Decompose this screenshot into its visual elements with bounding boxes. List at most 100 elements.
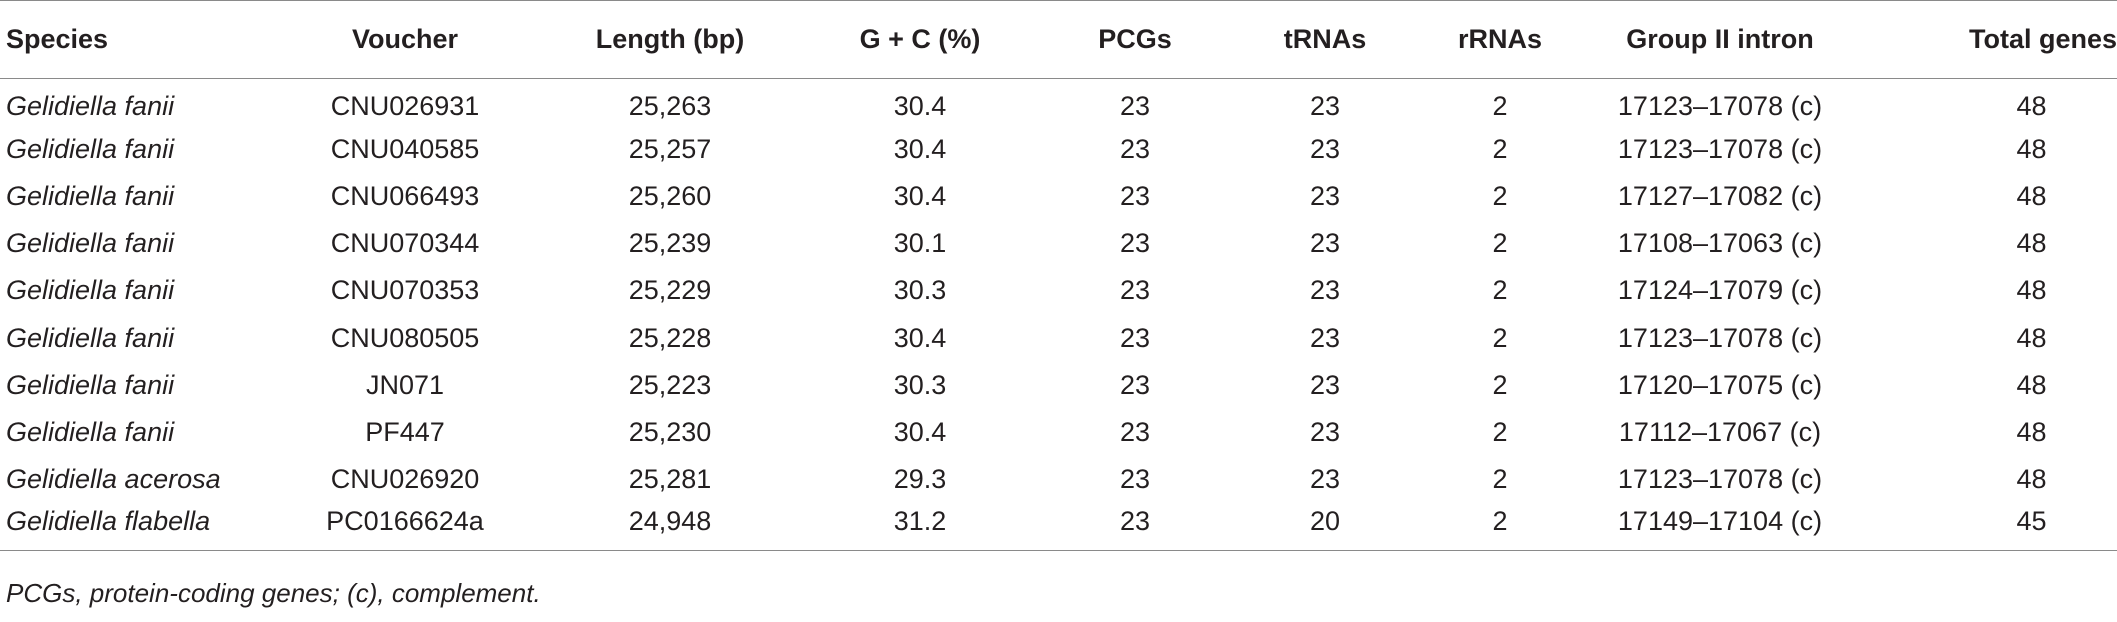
cell-trnas: 23 <box>1309 369 1341 400</box>
cell-gc: 30.4 <box>893 322 947 353</box>
table-row: Gelidiella fanii CNU026931 25,263 30.4 23 23 2… <box>0 79 2117 126</box>
header-rrnas: rRNAs <box>1430 0 1570 79</box>
cell-pcgs: 23 <box>1119 464 1151 495</box>
cell-species: Gelidiella fanii <box>6 133 175 164</box>
cell-intron: 17127–17082 (c) <box>1617 180 1823 211</box>
cell-pcgs: 23 <box>1119 416 1151 447</box>
cell-length: 25,260 <box>628 180 712 211</box>
cell-rrnas: 2 <box>1492 228 1508 259</box>
cell-gc: 30.4 <box>893 133 947 164</box>
table-footnote: PCGs, protein-coding genes; (c), complem… <box>6 578 541 608</box>
cell-voucher: PC0166624a <box>260 503 550 551</box>
table-body: Gelidiella fanii CNU026931 25,263 30.4 23 23 2… <box>0 79 2117 551</box>
cell-rrnas: 2 <box>1492 275 1508 306</box>
cell-pcgs: 23 <box>1119 369 1151 400</box>
table-row: Gelidiella fanii CNU070353 25,229 30.3 23 23 2… <box>0 267 2117 314</box>
cell-rrnas: 2 <box>1492 369 1508 400</box>
cell-voucher: CNU066493 <box>330 180 480 211</box>
cell-total-genes: 48 <box>2016 322 2047 353</box>
cell-voucher: PF447 <box>365 416 445 447</box>
cell-species: Gelidiella fanii <box>6 228 175 259</box>
cell-total-genes: 48 <box>2016 275 2047 306</box>
cell-intron: 17123–17078 (c) <box>1617 133 1823 164</box>
cell-intron: 17149–17104 (c) <box>1570 503 1870 551</box>
cell-gc: 30.4 <box>893 90 947 121</box>
cell-intron: 17123–17078 (c) <box>1617 90 1823 121</box>
cell-pcgs: 23 <box>1119 133 1151 164</box>
cell-rrnas: 2 <box>1492 90 1508 121</box>
cell-total-genes: 48 <box>2016 369 2047 400</box>
cell-trnas: 23 <box>1309 180 1341 211</box>
cell-trnas: 23 <box>1309 275 1341 306</box>
cell-species: Gelidiella fanii <box>6 90 175 121</box>
cell-total-genes: 48 <box>2016 90 2047 121</box>
cell-total-genes: 45 <box>1870 503 2117 551</box>
cell-length: 25,257 <box>628 133 712 164</box>
cell-total-genes: 48 <box>2016 133 2047 164</box>
cell-voucher: CNU070353 <box>330 275 480 306</box>
cell-pcgs: 23 <box>1119 275 1151 306</box>
cell-voucher: CNU040585 <box>330 133 480 164</box>
cell-total-genes: 48 <box>2016 464 2047 495</box>
table-row: Gelidiella flabella PC0166624a 24,948 31.2 2… <box>0 503 2117 551</box>
header-length: Length (bp) <box>550 0 790 79</box>
cell-trnas: 23 <box>1309 416 1341 447</box>
header-intron: Group II intron <box>1570 0 1870 79</box>
cell-intron: 17123–17078 (c) <box>1617 322 1823 353</box>
header-trnas: tRNAs <box>1220 0 1430 79</box>
cell-intron: 17120–17075 (c) <box>1617 369 1823 400</box>
cell-species: Gelidiella fanii <box>6 180 175 211</box>
cell-species: Gelidiella acerosa <box>6 464 221 495</box>
cell-total-genes: 48 <box>2016 180 2047 211</box>
cell-gc: 30.3 <box>893 275 947 306</box>
cell-gc: 29.3 <box>893 464 947 495</box>
cell-length: 25,229 <box>628 275 712 306</box>
cell-pcgs: 23 <box>1119 180 1151 211</box>
cell-gc: 30.3 <box>893 369 947 400</box>
cell-total-genes: 48 <box>2016 416 2047 447</box>
cell-voucher: CNU080505 <box>330 322 480 353</box>
cell-length: 25,230 <box>628 416 712 447</box>
cell-length: 25,228 <box>628 322 712 353</box>
cell-species: Gelidiella fanii <box>6 369 175 400</box>
table-row: Gelidiella acerosa CNU026920 25,281 29.3 23 2… <box>0 456 2117 503</box>
cell-gc: 30.4 <box>893 416 947 447</box>
cell-intron: 17123–17078 (c) <box>1617 464 1823 495</box>
cell-rrnas: 2 <box>1492 133 1508 164</box>
cell-pcgs: 23 <box>1050 503 1220 551</box>
header-voucher: Voucher <box>260 0 550 79</box>
cell-voucher: CNU026931 <box>330 90 480 121</box>
cell-pcgs: 23 <box>1119 322 1151 353</box>
cell-species: Gelidiella fanii <box>6 275 175 306</box>
cell-intron: 17112–17067 (c) <box>1618 416 1822 447</box>
cell-gc: 30.1 <box>893 228 947 259</box>
cell-total-genes: 48 <box>2016 228 2047 259</box>
cell-species: Gelidiella flabella <box>0 503 260 551</box>
table-row: Gelidiella fanii CNU040585 25,257 30.4 23 23 2… <box>0 126 2117 173</box>
cell-length: 25,281 <box>628 464 712 495</box>
header-pcgs: PCGs <box>1050 0 1220 79</box>
header-species: Species <box>0 0 260 79</box>
table-row: Gelidiella fanii CNU066493 25,260 30.4 23 23 2… <box>0 173 2117 220</box>
cell-intron: 17124–17079 (c) <box>1617 275 1823 306</box>
table-row: Gelidiella fanii CNU080505 25,228 30.4 23 23 2… <box>0 314 2117 361</box>
table-row: Gelidiella fanii JN071 25,223 30.3 23 23 2 1712… <box>0 362 2117 409</box>
cell-pcgs: 23 <box>1119 90 1151 121</box>
cell-length: 25,263 <box>628 90 712 121</box>
cell-voucher: CNU026920 <box>330 464 480 495</box>
header-gc: G + C (%) <box>790 0 1050 79</box>
cell-rrnas: 2 <box>1492 180 1508 211</box>
cell-length: 25,239 <box>628 228 712 259</box>
header-row: Species Voucher Length (bp) G + C (%) PC… <box>0 0 2117 79</box>
cell-trnas: 23 <box>1309 322 1341 353</box>
cell-pcgs: 23 <box>1119 228 1151 259</box>
cell-trnas: 20 <box>1220 503 1430 551</box>
cell-rrnas: 2 <box>1430 503 1570 551</box>
cell-gc: 31.2 <box>790 503 1050 551</box>
header-total-genes: Total genes <box>1870 0 2117 79</box>
cell-trnas: 23 <box>1309 228 1341 259</box>
cell-trnas: 23 <box>1309 464 1341 495</box>
cell-intron: 17108–17063 (c) <box>1617 228 1823 259</box>
cell-species: Gelidiella fanii <box>6 416 175 447</box>
